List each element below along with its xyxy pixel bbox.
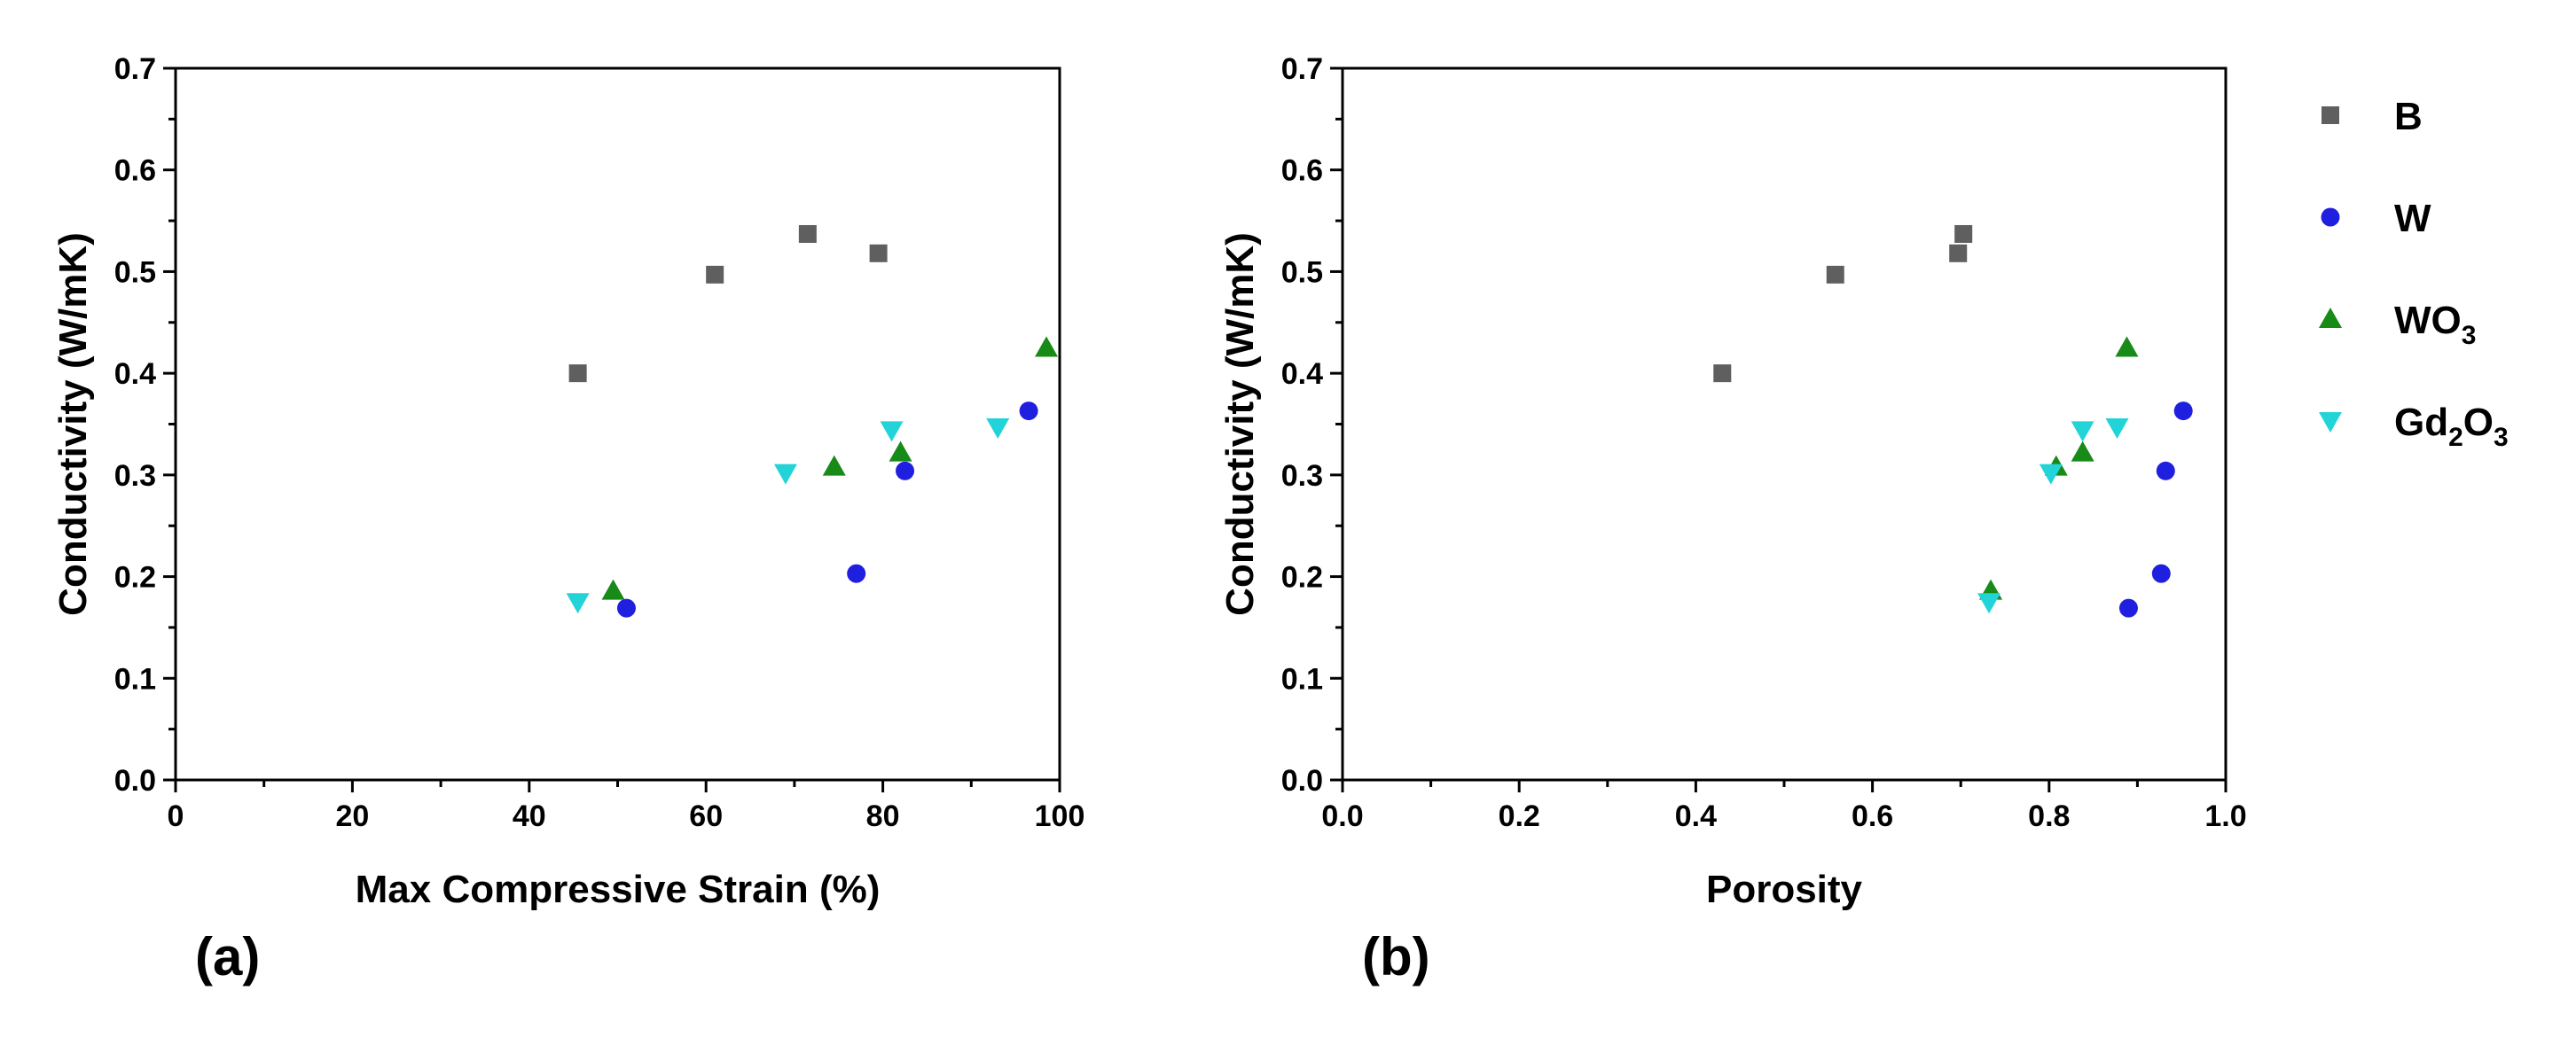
- data-point: [2039, 464, 2063, 485]
- y-tick-label: 0.0: [1281, 764, 1323, 798]
- x-tick-label: 80: [866, 799, 900, 833]
- chart-panel-a: 0 20 40 60 80 100 0.0 0.1 0.2 0.3 0.4 0.5 0.6 0.7 Max …: [51, 52, 1084, 986]
- data-point: [601, 579, 625, 600]
- x-axis-title: Max Compressive Strain (%): [356, 868, 881, 911]
- series-b: [1713, 224, 1973, 383]
- x-tick-label: 0.6: [1852, 799, 1893, 833]
- legend-text: Gd: [2394, 401, 2448, 444]
- y-tick-label: 0.0: [114, 764, 156, 798]
- data-point: [2071, 421, 2094, 442]
- y-tick-label: 0.2: [1281, 561, 1323, 595]
- data-point: [2118, 598, 2138, 618]
- y-tick-label: 0.6: [114, 154, 156, 188]
- data-point: [1035, 336, 1059, 357]
- data-point: [2115, 336, 2139, 357]
- data-point: [566, 593, 590, 614]
- legend-text: O: [2463, 401, 2494, 444]
- data-point: [986, 417, 1010, 439]
- data-point: [2105, 417, 2129, 439]
- y-tick-label: 0.7: [114, 52, 156, 86]
- data-point: [2156, 461, 2175, 480]
- legend-marker: [2319, 412, 2342, 433]
- legend-text: B: [2394, 95, 2423, 138]
- y-axis-title: Conductivity (W/mK): [51, 232, 95, 616]
- data-point: [773, 464, 797, 485]
- x-tick-label: 0.0: [1321, 799, 1363, 833]
- series-wo3: [601, 336, 1059, 600]
- x-tick-label: 20: [335, 799, 369, 833]
- data-point: [2173, 402, 2193, 421]
- x-tick-label: 0.2: [1499, 799, 1540, 833]
- legend-text: WO: [2394, 299, 2462, 342]
- series-b: [568, 224, 888, 383]
- x-tick-label: 0.8: [2028, 799, 2070, 833]
- data-point: [1019, 402, 1038, 421]
- legend-marker: [2322, 106, 2339, 124]
- data-point: [847, 564, 866, 583]
- y-tick-label: 0.7: [1281, 52, 1323, 86]
- data-point: [616, 598, 636, 618]
- data-point: [896, 461, 915, 480]
- data-point: [2071, 441, 2094, 462]
- legend-label: W: [2394, 197, 2431, 240]
- y-tick-label: 0.1: [114, 662, 156, 696]
- data-point: [889, 441, 912, 462]
- chart-panel-b: 0.0 0.2 0.4 0.6 0.8 1.0 0.0 0.1 0.2 0.3 0.4 0.5 0.6 0…: [1218, 52, 2247, 986]
- series-w: [616, 402, 1038, 618]
- data-point: [1977, 593, 2001, 614]
- y-tick-label: 0.5: [1281, 255, 1323, 289]
- legend-label: WO3: [2394, 299, 2476, 350]
- y-tick-label: 0.5: [114, 255, 156, 289]
- data-point: [706, 265, 724, 284]
- panel-label: (a): [195, 927, 260, 986]
- legend-item-wo3: WO3: [2319, 299, 2476, 350]
- legend-label: Gd2O3: [2394, 401, 2509, 452]
- x-tick-label: 100: [1035, 799, 1085, 833]
- plot-frame: [1341, 66, 2228, 782]
- data-point: [1954, 224, 1973, 243]
- legend-subscript: 3: [2494, 423, 2509, 452]
- legend-label: B: [2394, 95, 2423, 138]
- data-point: [798, 224, 817, 243]
- series-gd2o3: [1977, 417, 2129, 614]
- y-tick-label: 0.3: [114, 459, 156, 493]
- data-point: [2151, 564, 2171, 583]
- y-tick-label: 0.4: [114, 357, 156, 391]
- data-point: [880, 421, 904, 442]
- legend-item-gd2o3: Gd2O3: [2319, 401, 2509, 452]
- panel-label: (b): [1362, 927, 1430, 986]
- y-axis-title: Conductivity (W/mK): [1218, 232, 1262, 616]
- legend-subscript: 2: [2448, 423, 2463, 452]
- data-point: [1713, 364, 1732, 383]
- x-axis-title: Porosity: [1706, 868, 1863, 911]
- legend-item-b: B: [2322, 95, 2423, 138]
- legend-marker: [2319, 308, 2342, 328]
- y-tick-label: 0.2: [114, 561, 156, 595]
- series-gd2o3: [566, 417, 1010, 614]
- y-tick-label: 0.4: [1281, 357, 1323, 391]
- x-tick-label: 0: [168, 799, 184, 833]
- legend-item-w: W: [2321, 197, 2431, 240]
- legend-marker: [2321, 207, 2340, 227]
- series-w: [2118, 402, 2193, 618]
- y-tick-label: 0.3: [1281, 459, 1323, 493]
- data-point: [822, 455, 846, 476]
- x-tick-label: 0.4: [1675, 799, 1717, 833]
- plot-frame: [174, 66, 1061, 782]
- y-tick-label: 0.1: [1281, 662, 1323, 696]
- data-point: [1826, 265, 1844, 284]
- x-tick-label: 40: [513, 799, 546, 833]
- data-point: [568, 364, 587, 383]
- y-tick-label: 0.6: [1281, 154, 1323, 188]
- legend-text: W: [2394, 197, 2431, 240]
- data-point: [869, 244, 888, 262]
- x-tick-label: 1.0: [2204, 799, 2246, 833]
- data-point: [1949, 244, 1968, 262]
- x-tick-label: 60: [689, 799, 723, 833]
- legend-subscript: 3: [2462, 321, 2477, 350]
